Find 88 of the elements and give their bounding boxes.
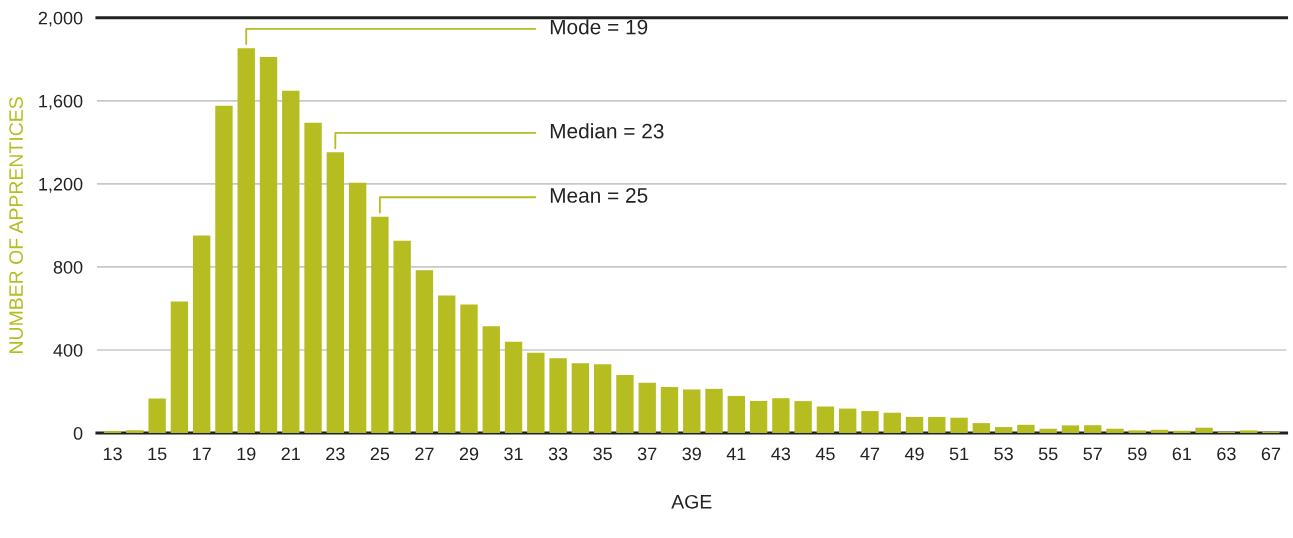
y-tick-label: 1,200: [39, 177, 83, 193]
x-tick-label: 21: [281, 447, 300, 461]
x-tick-label: 17: [193, 447, 211, 461]
bar: [348, 182, 367, 434]
x-tick-label: 27: [415, 447, 434, 461]
bar: [237, 48, 255, 434]
x-tick-label: 57: [1083, 447, 1102, 461]
bar: [259, 57, 278, 434]
bar: [772, 398, 790, 434]
bar: [148, 398, 166, 434]
annotation: Mean = 25: [550, 188, 648, 203]
bar: [571, 363, 590, 434]
bar: [1173, 430, 1191, 434]
bar: [928, 416, 946, 434]
x-tick-label: 25: [370, 447, 390, 461]
bar: [1084, 425, 1102, 434]
bar: [861, 411, 879, 434]
x-axis-title: AGE: [671, 494, 712, 509]
bar: [994, 427, 1013, 434]
x-tick-label: 13: [103, 447, 122, 461]
bar: [1239, 430, 1258, 434]
bar: [1061, 425, 1080, 434]
x-tick-label: 39: [682, 447, 701, 461]
x-tick-label: 45: [815, 447, 835, 461]
bar: [282, 90, 300, 434]
bar: [905, 416, 924, 434]
bar: [504, 341, 523, 434]
x-tick-label: 19: [237, 447, 256, 461]
x-tick-label: 63: [1217, 447, 1236, 461]
x-tick-label: 41: [726, 447, 746, 461]
x-tick-label: 37: [637, 447, 657, 461]
bar: [883, 412, 901, 434]
bar: [638, 382, 656, 434]
y-tick-label: 2,000: [38, 11, 83, 27]
annotation: Mode = 19: [550, 19, 648, 35]
x-tick-label: 59: [1127, 447, 1147, 461]
bar: [460, 304, 478, 434]
annotation: Median = 23: [550, 123, 664, 139]
y-axis-title: NUMBER OF APPRENTICES: [9, 97, 23, 353]
x-tick-label: 67: [1261, 447, 1281, 461]
x-tick-label: 49: [904, 447, 924, 461]
bar: [683, 389, 701, 434]
x-tick-label: 47: [860, 447, 880, 461]
bar: [950, 417, 968, 434]
bar: [972, 423, 991, 434]
y-tick-label: 0: [73, 427, 83, 440]
x-tick-label: 15: [148, 447, 167, 461]
x-tick-label: 29: [459, 447, 479, 461]
bar: [1039, 428, 1057, 434]
bar: [215, 105, 233, 434]
bar: [170, 301, 189, 434]
x-tick-label: 35: [593, 447, 612, 461]
bar: [371, 216, 389, 434]
bar: [549, 358, 567, 434]
bar: [393, 240, 411, 434]
y-tick-label: 1,600: [39, 94, 83, 110]
x-tick-label: 33: [548, 447, 568, 461]
bar: [192, 235, 211, 434]
x-tick-label: 51: [949, 447, 969, 461]
bar: [438, 295, 456, 434]
x-tick-label: 55: [1038, 447, 1058, 461]
bar: [527, 352, 545, 434]
bar: [749, 400, 768, 434]
x-tick-label: 61: [1172, 447, 1191, 461]
bar: [839, 408, 857, 434]
bar: [304, 122, 322, 434]
bar: [103, 431, 122, 434]
x-tick-label: 23: [326, 447, 345, 461]
bar: [616, 374, 634, 434]
bar: [593, 364, 612, 434]
bar: [1128, 430, 1146, 434]
x-tick-label: 31: [504, 447, 523, 461]
bar: [326, 152, 345, 434]
bar: [1106, 428, 1124, 434]
bar: [1017, 424, 1035, 434]
bar: [660, 386, 679, 434]
y-tick-label: 400: [53, 343, 83, 357]
bar: [816, 406, 835, 434]
x-tick-label: 53: [994, 447, 1013, 461]
bar: [727, 395, 745, 434]
y-tick-label: 800: [53, 260, 83, 274]
bar: [415, 270, 434, 434]
bar: [794, 401, 812, 434]
bar: [1195, 427, 1213, 434]
bar: [705, 388, 723, 434]
bar: [482, 326, 500, 434]
x-tick-label: 43: [771, 447, 791, 461]
bar: [126, 430, 144, 434]
